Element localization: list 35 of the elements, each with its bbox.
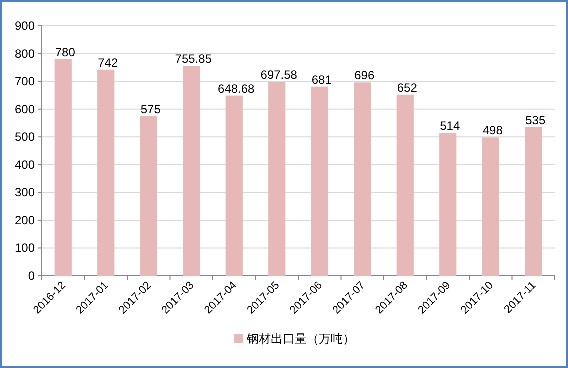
data-label: 514 — [440, 119, 460, 134]
data-label: 575 — [140, 102, 162, 116]
y-tick-label: 400 — [14, 158, 36, 172]
y-tick-label: 200 — [14, 213, 36, 228]
data-label: 742 — [98, 56, 118, 70]
y-tick-label: 100 — [14, 241, 36, 256]
data-label: 648.68 — [218, 82, 256, 96]
y-tick-label: 900 — [14, 19, 36, 33]
bar — [525, 127, 542, 276]
y-tick-label: 300 — [14, 186, 36, 200]
bar — [396, 94, 414, 276]
bar — [482, 138, 500, 276]
y-tick-label: 600 — [14, 102, 36, 116]
data-label: 498 — [482, 124, 504, 138]
bar — [354, 82, 372, 276]
y-tick-label: 0 — [28, 269, 36, 283]
bar — [140, 116, 158, 276]
data-label: 755.85 — [175, 52, 212, 66]
y-tick-label: 800 — [14, 46, 36, 61]
y-tick-label: 500 — [14, 130, 36, 144]
bar — [440, 133, 457, 276]
bar — [268, 82, 286, 276]
bar — [226, 96, 243, 276]
bar — [183, 66, 200, 276]
data-label: 780 — [55, 45, 76, 60]
data-label: 681 — [312, 72, 332, 87]
data-label: 535 — [526, 113, 546, 128]
data-label: 696 — [354, 68, 375, 83]
y-tick-label: 700 — [14, 74, 36, 89]
bar — [54, 59, 72, 276]
bar — [311, 86, 328, 276]
legend-label: 钢材出口量（万吨） — [246, 332, 355, 346]
data-label: 697.58 — [260, 68, 298, 82]
bar — [98, 70, 115, 276]
data-label: 652 — [397, 80, 418, 95]
